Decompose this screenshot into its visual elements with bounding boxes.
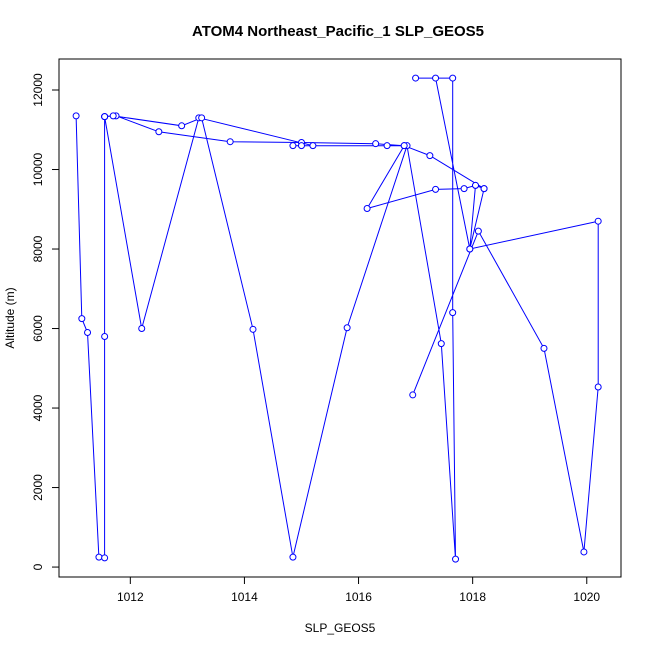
data-point: [363, 204, 371, 212]
y-tick-label: 12000: [31, 73, 45, 107]
series-line: [75, 77, 599, 560]
x-tick-label: 1014: [231, 590, 258, 604]
data-point: [72, 112, 80, 120]
data-point: [472, 181, 480, 189]
data-point: [594, 217, 602, 225]
data-point: [101, 554, 109, 562]
data-point: [594, 383, 602, 391]
y-tick-label: 8000: [31, 235, 45, 262]
data-point: [101, 113, 109, 121]
x-tick-label: 1012: [117, 590, 144, 604]
data-point: [409, 391, 417, 399]
data-point: [95, 553, 103, 561]
data-point: [474, 227, 482, 235]
data-point: [101, 332, 109, 340]
data-point: [155, 128, 163, 136]
data-point: [437, 340, 445, 348]
data-point: [449, 309, 457, 317]
y-axis: 0 2000 4000 6000 8000 10000 12000: [31, 73, 60, 570]
y-tick-label: 2000: [31, 474, 45, 501]
data-point: [400, 142, 408, 150]
data-point: [343, 324, 351, 332]
y-tick-label: 10000: [31, 153, 45, 187]
data-point: [297, 142, 305, 150]
data-point: [138, 325, 146, 333]
data-point: [309, 142, 317, 150]
data-point: [289, 142, 297, 150]
y-tick-label: 4000: [31, 394, 45, 421]
data-point: [480, 185, 488, 193]
data-point: [432, 74, 440, 82]
data-point: [109, 112, 117, 120]
data-point: [449, 74, 457, 82]
y-tick-label: 6000: [31, 315, 45, 342]
x-axis: 1012 1014 1016 1018 1020: [117, 576, 600, 604]
data-point: [226, 138, 234, 146]
data-point: [289, 553, 297, 561]
data-point: [372, 140, 380, 148]
series-layer: [72, 74, 602, 563]
data-point: [383, 142, 391, 150]
data-point: [460, 185, 468, 193]
data-point: [580, 548, 588, 556]
x-tick-label: 1020: [573, 590, 600, 604]
data-point: [452, 555, 460, 563]
y-axis-label: Altitude (m): [3, 287, 17, 348]
data-point: [178, 122, 186, 130]
data-point: [426, 152, 434, 160]
data-point: [198, 114, 206, 122]
data-point: [412, 74, 420, 82]
data-point: [466, 245, 474, 253]
x-axis-label: SLP_GEOS5: [305, 621, 376, 635]
y-tick-label: 0: [31, 563, 45, 570]
chart-title: ATOM4 Northeast_Pacific_1 SLP_GEOS5: [192, 23, 484, 40]
plot-frame: [58, 58, 622, 578]
data-point: [84, 329, 92, 337]
x-tick-label: 1016: [345, 590, 372, 604]
data-point: [78, 315, 86, 323]
x-tick-label: 1018: [459, 590, 486, 604]
data-point: [249, 325, 257, 333]
data-point: [432, 185, 440, 193]
data-point: [540, 344, 548, 352]
